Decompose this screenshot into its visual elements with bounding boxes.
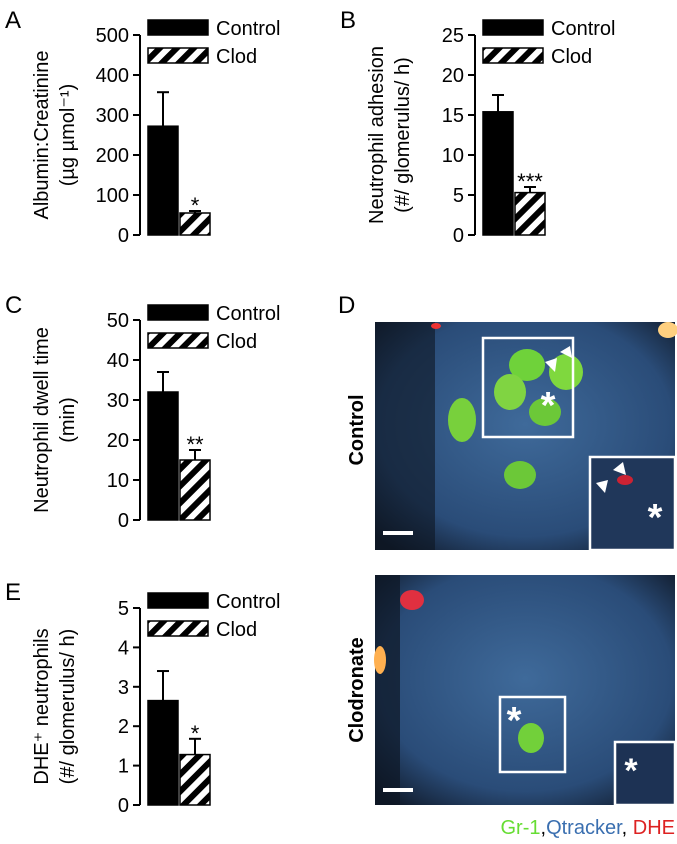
y-tick-label: 0: [118, 795, 129, 817]
asterisk: *: [541, 385, 556, 427]
legend-swatch: [147, 620, 209, 637]
legend-swatch: [147, 19, 209, 36]
legend-swatch: [482, 47, 544, 64]
panel-label: A: [5, 7, 21, 34]
image-clodronate: [374, 575, 677, 807]
y-tick-label: 10: [107, 470, 129, 492]
y-axis-label: Albumin:Creatinine: [31, 51, 53, 220]
bar: [147, 391, 179, 521]
row-label: Clodronate: [346, 637, 368, 743]
row-label: Control: [346, 394, 368, 465]
y-tick-label: 25: [442, 25, 464, 47]
legend-label: Clod: [551, 46, 592, 68]
y-tick-label: 5: [453, 185, 464, 207]
y-tick-label: 0: [453, 225, 464, 247]
legend-text: Gr-1: [501, 817, 541, 839]
y-tick-label: 0: [118, 510, 129, 532]
significance: ***: [517, 169, 543, 194]
y-axis-label: Neutrophil adhesion: [366, 46, 388, 224]
legend-label: Control: [216, 591, 280, 613]
bar: [179, 459, 211, 521]
legend-swatch: [147, 592, 209, 609]
legend-text: ,: [622, 817, 633, 839]
y-axis-label: (#/ glomerulus/ h): [392, 57, 414, 213]
legend-label: Clod: [216, 46, 257, 68]
panel-label: C: [5, 292, 22, 319]
image-control: [375, 322, 677, 552]
legend-swatch: [482, 19, 544, 36]
bar: [514, 191, 546, 236]
y-tick-label: 200: [96, 145, 129, 167]
y-axis-label: (#/ glomerulus/ h): [57, 629, 79, 785]
y-tick-label: 300: [96, 105, 129, 127]
y-tick-label: 2: [118, 716, 129, 738]
y-axis-label: Neutrophil dwell time: [31, 327, 53, 513]
bar: [179, 753, 211, 806]
bar: [147, 699, 179, 806]
y-tick-label: 0: [118, 225, 129, 247]
y-tick-label: 4: [118, 637, 129, 659]
legend-swatch: [147, 47, 209, 64]
y-axis-label: (µg µmol⁻¹): [57, 84, 79, 187]
legend-text: DHE: [633, 817, 675, 839]
y-tick-label: 100: [96, 185, 129, 207]
y-tick-label: 400: [96, 65, 129, 87]
y-tick-label: 40: [107, 350, 129, 372]
legend-label: Control: [216, 303, 280, 325]
legend-label: Control: [551, 18, 615, 40]
y-tick-label: 50: [107, 310, 129, 332]
legend-text: ,: [541, 817, 547, 839]
panel-label: E: [5, 579, 21, 606]
significance: *: [191, 721, 200, 746]
legend-label: Control: [216, 18, 280, 40]
y-tick-label: 20: [107, 430, 129, 452]
significance: **: [186, 432, 204, 457]
panel-label: D: [338, 292, 355, 319]
asterisk: *: [507, 700, 522, 742]
y-tick-label: 5: [118, 598, 129, 620]
bar: [147, 125, 179, 236]
legend-swatch: [147, 304, 209, 321]
legend-swatch: [147, 332, 209, 349]
y-tick-label: 10: [442, 145, 464, 167]
legend-text: Qtracker: [546, 817, 623, 839]
asterisk: *: [648, 497, 663, 539]
bar: [179, 212, 211, 236]
legend-label: Clod: [216, 331, 257, 353]
image-legend: Gr-1,Qtracker, DHE: [501, 817, 676, 839]
y-tick-label: 30: [107, 390, 129, 412]
panel-label: B: [340, 7, 356, 34]
y-tick-label: 15: [442, 105, 464, 127]
y-tick-label: 500: [96, 25, 129, 47]
y-tick-label: 3: [118, 677, 129, 699]
significance: *: [191, 193, 200, 218]
y-tick-label: 1: [118, 756, 129, 778]
asterisk: *: [624, 752, 638, 790]
y-axis-label: (min): [57, 397, 79, 443]
y-tick-label: 20: [442, 65, 464, 87]
y-axis-label: DHE⁺ neutrophils: [31, 628, 53, 784]
legend-label: Clod: [216, 619, 257, 641]
bar: [482, 111, 514, 236]
